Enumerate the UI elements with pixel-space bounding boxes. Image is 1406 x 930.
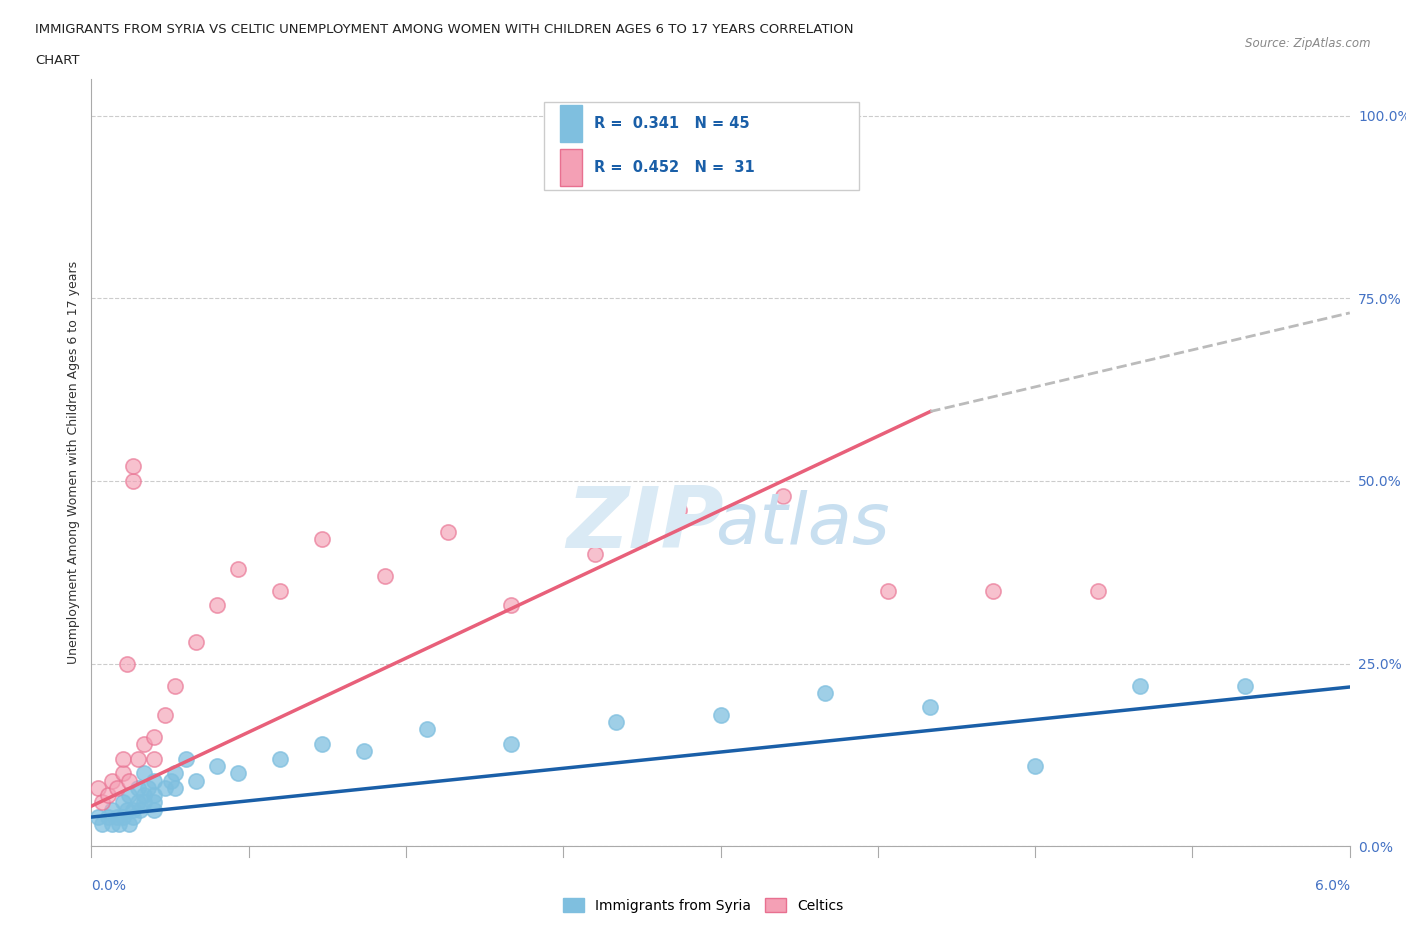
Point [814,685,837,700]
Point [174,751,197,766]
Point [97,788,120,803]
Point [118,773,141,788]
Point [153,708,176,723]
Point [772,488,794,503]
Point [920,700,942,715]
Point [269,583,291,598]
Point [132,737,155,751]
Text: R =  0.341   N = 45: R = 0.341 N = 45 [595,116,749,131]
Point [311,532,333,547]
Point [127,780,149,795]
Point [226,561,249,576]
Text: 0.0%: 0.0% [91,879,127,893]
Point [111,795,134,810]
Text: CHART: CHART [35,54,80,67]
Point [877,583,900,598]
Point [186,773,208,788]
Point [165,780,187,795]
Text: 6.0%: 6.0% [1315,879,1350,893]
Point [115,803,138,817]
Point [143,795,166,810]
Point [160,773,183,788]
Point [132,788,155,803]
Point [205,598,228,613]
Y-axis label: Unemployment Among Women with Children Ages 6 to 17 years: Unemployment Among Women with Children A… [67,261,80,664]
Point [1129,678,1152,693]
Point [143,803,166,817]
Point [122,458,145,473]
Point [122,803,145,817]
Point [111,810,134,825]
Point [132,765,155,780]
Point [226,765,249,780]
Point [118,788,141,803]
Point [101,803,124,817]
Point [122,473,145,488]
Point [186,634,208,649]
Point [101,773,124,788]
Point [111,751,134,766]
Point [122,810,145,825]
Point [105,810,128,825]
Point [499,737,522,751]
Point [605,714,627,729]
Point [118,817,141,831]
Point [132,795,155,810]
Point [128,803,150,817]
Point [90,795,112,810]
Point [709,708,731,723]
Point [97,810,120,825]
Point [165,765,187,780]
Point [416,722,439,737]
FancyBboxPatch shape [560,149,582,186]
Point [143,751,166,766]
Point [353,744,375,759]
Text: R =  0.452   N =  31: R = 0.452 N = 31 [595,160,755,175]
Point [668,503,690,518]
Point [90,817,112,831]
Text: ZIP: ZIP [567,483,724,565]
Point [153,780,176,795]
FancyBboxPatch shape [544,102,859,191]
Point [136,780,159,795]
Text: Source: ZipAtlas.com: Source: ZipAtlas.com [1246,37,1371,50]
Text: atlas: atlas [716,489,890,559]
Point [1024,759,1046,774]
Point [127,751,149,766]
Text: IMMIGRANTS FROM SYRIA VS CELTIC UNEMPLOYMENT AMONG WOMEN WITH CHILDREN AGES 6 TO: IMMIGRANTS FROM SYRIA VS CELTIC UNEMPLOY… [35,23,853,36]
Point [499,598,522,613]
Point [311,737,333,751]
Point [115,657,138,671]
Point [205,759,228,774]
Point [583,547,606,562]
Point [86,780,108,795]
Point [107,817,129,831]
Point [86,810,108,825]
Point [269,751,291,766]
Point [981,583,1004,598]
Point [105,780,128,795]
Point [143,729,166,744]
Legend: Immigrants from Syria, Celtics: Immigrants from Syria, Celtics [557,893,849,919]
FancyBboxPatch shape [560,105,582,142]
Point [143,788,166,803]
Point [1087,583,1109,598]
Point [143,773,166,788]
Point [127,795,149,810]
Point [437,525,460,539]
Point [111,765,134,780]
Point [101,817,124,831]
Point [1233,678,1256,693]
Point [374,568,396,583]
Point [165,678,187,693]
